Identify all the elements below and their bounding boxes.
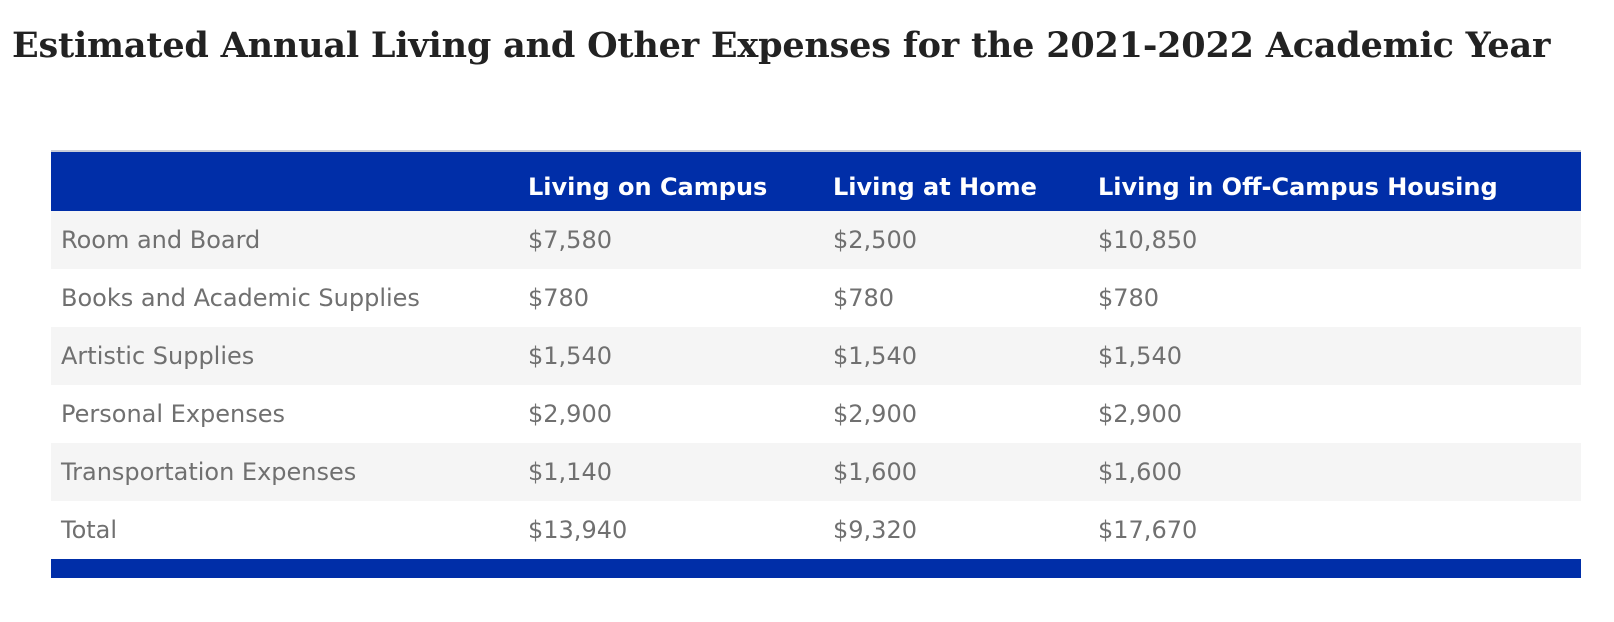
cell-living-at-home: $1,600 <box>833 458 917 486</box>
cell-living-on-campus: $1,140 <box>528 458 612 486</box>
table-header-row: Living on Campus Living at Home Living i… <box>51 150 1581 211</box>
cell-living-on-campus: $1,540 <box>528 342 612 370</box>
row-label: Room and Board <box>61 226 261 254</box>
row-label: Total <box>61 516 118 544</box>
cell-living-on-campus: $7,580 <box>528 226 612 254</box>
cell-living-off-campus: $780 <box>1098 284 1160 312</box>
table-footer-cell <box>51 559 1581 578</box>
header-cell-living-on-campus: Living on Campus <box>518 150 823 211</box>
table-row-total: Total $13,940 $9,320 $17,670 <box>51 501 1581 559</box>
cell-living-at-home: $9,320 <box>833 516 917 544</box>
cell-living-on-campus: $2,900 <box>528 400 612 428</box>
row-label: Artistic Supplies <box>61 342 255 370</box>
header-cell-row-label <box>51 150 518 211</box>
row-label: Books and Academic Supplies <box>61 284 420 312</box>
row-label: Personal Expenses <box>61 400 286 428</box>
cell-living-off-campus: $1,600 <box>1098 458 1182 486</box>
table-row: Artistic Supplies $1,540 $1,540 $1,540 <box>51 327 1581 385</box>
cell-living-at-home: $2,900 <box>833 400 917 428</box>
header-cell-living-off-campus: Living in Off-Campus Housing <box>1088 150 1581 211</box>
page-title: Estimated Annual Living and Other Expens… <box>12 25 1551 66</box>
expenses-table: Living on Campus Living at Home Living i… <box>51 150 1581 578</box>
table-row: Room and Board $7,580 $2,500 $10,850 <box>51 211 1581 269</box>
cell-living-on-campus: $13,940 <box>528 516 628 544</box>
cell-living-off-campus: $1,540 <box>1098 342 1182 370</box>
table-footer-bar <box>51 559 1581 578</box>
row-label: Transportation Expenses <box>61 458 357 486</box>
table-row: Books and Academic Supplies $780 $780 $7… <box>51 269 1581 327</box>
cell-living-off-campus: $2,900 <box>1098 400 1182 428</box>
cell-living-at-home: $780 <box>833 284 895 312</box>
header-cell-living-at-home: Living at Home <box>823 150 1088 211</box>
cell-living-off-campus: $10,850 <box>1098 226 1198 254</box>
cell-living-on-campus: $780 <box>528 284 590 312</box>
table-row: Personal Expenses $2,900 $2,900 $2,900 <box>51 385 1581 443</box>
cell-living-off-campus: $17,670 <box>1098 516 1198 544</box>
cell-living-at-home: $2,500 <box>833 226 917 254</box>
table-row: Transportation Expenses $1,140 $1,600 $1… <box>51 443 1581 501</box>
cell-living-at-home: $1,540 <box>833 342 917 370</box>
